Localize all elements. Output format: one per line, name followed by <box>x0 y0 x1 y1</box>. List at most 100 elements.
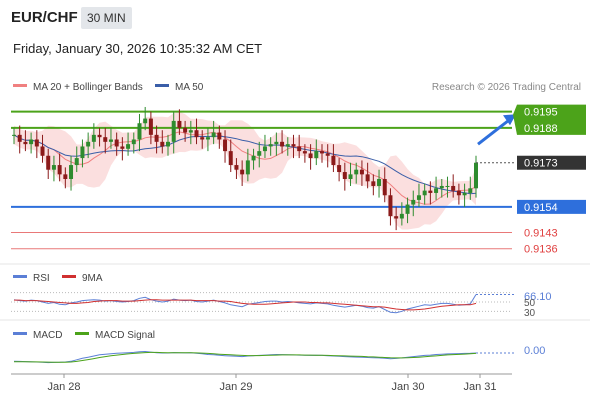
candle-body <box>137 123 142 140</box>
candle-body <box>17 134 22 142</box>
candle-body <box>148 118 153 135</box>
candle-body <box>377 179 382 186</box>
candle-body <box>91 134 96 142</box>
candle-body <box>422 190 427 196</box>
candle-body <box>200 137 205 140</box>
candle-body <box>382 179 387 196</box>
interval-badge[interactable]: 30 MIN <box>81 7 132 29</box>
candle-body <box>23 141 28 145</box>
candle-body <box>108 139 113 142</box>
research-credit: Research © 2026 Trading Central <box>432 82 581 93</box>
symbol-label: EUR/CHF <box>11 9 78 26</box>
forecast-arrow-head <box>503 114 516 126</box>
candle-body <box>337 165 342 173</box>
candle-body <box>63 174 68 179</box>
candle-body <box>160 141 165 147</box>
candle-body <box>365 174 370 182</box>
candle-body <box>57 165 62 175</box>
candle-body <box>388 195 393 217</box>
candle-body <box>80 146 85 159</box>
candle-body <box>251 155 256 161</box>
ma20-line <box>13 131 477 205</box>
candle-body <box>131 139 136 145</box>
candle-body <box>194 130 199 138</box>
candle-body <box>331 155 336 166</box>
candle-body <box>394 216 399 219</box>
support-2-label: 0.9136 <box>524 244 558 256</box>
candle-body <box>359 169 364 175</box>
pivot-label-bg <box>517 199 586 214</box>
candle-body <box>143 118 148 124</box>
candle-body <box>308 153 313 159</box>
candle-body <box>468 188 473 193</box>
candle-body <box>434 188 439 193</box>
x-tick-label: Jan 30 <box>391 381 424 393</box>
rsi-legend-swatch <box>13 275 27 278</box>
candle-body <box>188 130 193 133</box>
ma50-line <box>13 134 477 195</box>
datetime-label: Friday, January 30, 2026 10:35:32 AM CET <box>13 41 263 56</box>
price-legend: MA 20 + Bollinger Bands MA 50 Research ©… <box>13 82 581 93</box>
rsi-current-value: 66.10 <box>524 291 552 303</box>
candle-body <box>171 120 176 142</box>
macd-legend-label: MACD <box>33 330 62 341</box>
macd-legend: MACD MACD Signal <box>13 330 155 341</box>
candle-body <box>285 144 290 147</box>
candle-body <box>439 185 444 189</box>
ma20-legend-swatch <box>13 84 27 87</box>
macd-legend-swatch <box>13 332 27 335</box>
candle-body <box>114 139 119 147</box>
candle-body <box>34 139 39 147</box>
candle-body <box>314 151 319 159</box>
candle-body <box>291 144 296 147</box>
candle-body <box>69 165 74 179</box>
candle-body <box>240 169 245 175</box>
candle-body <box>86 141 91 147</box>
resistance-2-label: 0.9188 <box>524 123 558 135</box>
candle-body <box>411 199 416 205</box>
candle-body <box>474 162 478 189</box>
candle-body <box>245 160 250 175</box>
candle-body <box>103 137 108 142</box>
candle-body <box>399 213 404 219</box>
candle-body <box>154 134 159 142</box>
candle-body <box>445 185 450 187</box>
candle-body <box>325 153 330 156</box>
rsi-line <box>13 294 477 314</box>
candle-body <box>320 151 324 154</box>
candle-body <box>228 151 233 166</box>
candle-body <box>40 146 45 156</box>
candle-body <box>456 190 461 196</box>
candle-body <box>51 165 56 170</box>
candle-body <box>462 192 467 196</box>
candle-body <box>29 139 34 145</box>
pivot-label: 0.9154 <box>524 202 558 214</box>
candle-body <box>234 165 239 170</box>
candle-body <box>405 204 410 214</box>
candle-body <box>416 195 421 200</box>
candle-body <box>177 120 182 128</box>
support-1-label: 0.9143 <box>524 227 558 239</box>
candle-body <box>126 144 131 149</box>
candle-body <box>97 134 102 138</box>
candle-body <box>211 132 216 138</box>
x-axis: Jan 28 Jan 29 Jan 30 Jan 31 <box>47 374 497 393</box>
rsi-ma-line <box>14 299 477 311</box>
rsi-ma-legend-label: 9MA <box>82 273 103 284</box>
price-level-labels: 0.9195 0.9188 0.9173 0.9154 0.9143 0.9136 <box>513 104 586 256</box>
candle-body <box>223 139 228 152</box>
candle-body <box>274 141 279 145</box>
current-price-label: 0.9173 <box>524 158 558 170</box>
macd-current-value: 0.00 <box>524 345 545 357</box>
rsi-panel <box>11 292 516 314</box>
candle-body <box>342 172 347 179</box>
candle-body <box>354 169 359 175</box>
candle-body <box>205 137 210 140</box>
current-price-label-bg <box>517 155 586 170</box>
rsi-ma-legend-swatch <box>62 275 76 278</box>
ma20-legend-label: MA 20 + Bollinger Bands <box>33 82 143 93</box>
candle-body <box>12 134 16 136</box>
candle-body <box>348 174 353 179</box>
ma50-legend-label: MA 50 <box>175 82 204 93</box>
